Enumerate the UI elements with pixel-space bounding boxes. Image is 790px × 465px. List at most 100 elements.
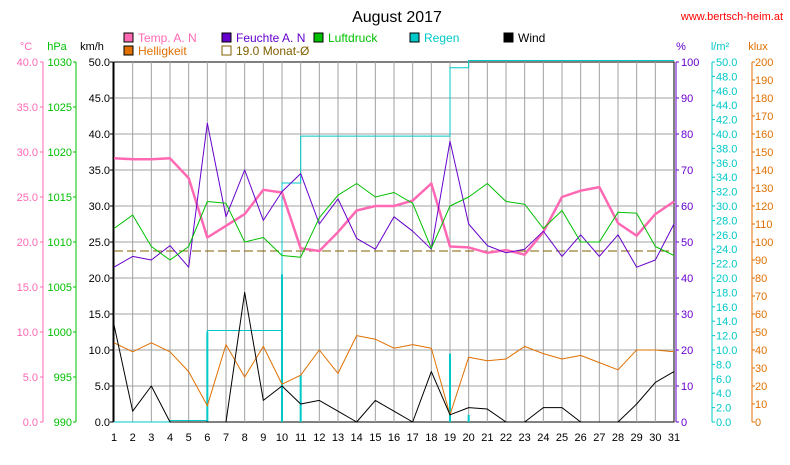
x-tick-label: 4 [167,432,173,444]
legend-swatch [221,45,232,56]
y-tick-label: 1000 [48,327,72,339]
y-tick-label: 0 [681,417,687,429]
y-axis-unit: klux [748,41,768,53]
y-tick-label: 30 [681,309,693,321]
series-line-feuchte-a-n [113,122,675,268]
x-tick-label: 27 [593,432,605,444]
y-tick-label: 35.0 [17,102,38,114]
legend-label: Regen [424,31,459,45]
y-tick-label: 100 [755,237,773,249]
x-tick-label: 8 [242,432,248,444]
rain-bar [449,353,451,422]
rain-bar [281,274,283,422]
y-tick-label: 34.0 [716,172,737,184]
series-line-temp-a-n [113,157,675,256]
x-tick-label: 15 [369,432,381,444]
y-axis-unit: hPa [47,41,67,53]
legend-swatch [409,32,420,43]
x-tick-label: 22 [500,432,512,444]
x-tick-label: 24 [537,432,549,444]
y-tick-label: 44.0 [716,100,737,112]
legend-swatch [503,32,514,43]
y-tick-label: 70 [755,291,767,303]
grid [113,61,675,423]
y-tick-label: 90 [755,255,767,267]
y-tick-label: 4.0 [716,388,731,400]
legend-swatch [123,32,134,43]
y-tick-label: 8.0 [716,359,731,371]
x-tick-label: 30 [649,432,661,444]
y-tick-label: 70 [681,165,693,177]
y-tick-label: 200 [755,57,773,69]
x-tick-label: 1 [111,432,117,444]
y-tick-label: 110 [755,219,773,231]
x-tick-label: 23 [519,432,531,444]
y-tick-label: 0.0 [95,417,110,429]
series-line-luftdruck [113,183,675,261]
y-tick-label: 26.0 [716,230,737,242]
legend-label: Wind [518,31,545,45]
x-tick-label: 21 [481,432,493,444]
y-tick-label: 80 [755,273,767,285]
y-tick-label: 6.0 [716,374,731,386]
y-tick-label: 30.0 [89,201,110,213]
x-tick-label: 3 [148,432,154,444]
x-tick-label: 16 [388,432,400,444]
y-tick-label: 15.0 [17,282,38,294]
y-tick-label: 50.0 [89,57,110,69]
x-tick-label: 10 [276,432,288,444]
legend-swatch [221,32,232,43]
y-tick-label: 1010 [48,237,72,249]
y-tick-label: 0 [755,417,761,429]
y-tick-label: 35.0 [89,165,110,177]
y-tick-label: 50 [681,237,693,249]
y-tick-label: 30 [755,363,767,375]
y-tick-label: 48.0 [716,71,737,83]
x-tick-label: 12 [313,432,325,444]
x-tick-label: 9 [260,432,266,444]
x-tick-label: 17 [407,432,419,444]
y-tick-label: 15.0 [89,309,110,321]
y-tick-label: 40 [681,273,693,285]
y-tick-label: 46.0 [716,86,737,98]
x-tick-label: 19 [444,432,456,444]
x-tick-label: 7 [223,432,229,444]
x-tick-label: 2 [130,432,136,444]
y-tick-label: 30.0 [17,147,38,159]
y-tick-label: 180 [755,93,773,105]
y-tick-label: 995 [54,372,72,384]
y-tick-label: 25.0 [89,237,110,249]
y-tick-label: 20 [755,381,767,393]
y-tick-label: 10.0 [89,345,110,357]
y-tick-label: 60 [755,309,767,321]
y-tick-label: 50.0 [716,57,737,69]
y-tick-label: 20.0 [716,273,737,285]
rain-bar [467,414,470,422]
series-line-helligkeit [113,335,675,416]
legend-label: Feuchte A. N [236,31,305,45]
x-tick-label: 25 [556,432,568,444]
series-line-wind [113,291,675,423]
y-tick-label: 10 [681,381,693,393]
y-tick-label: 120 [755,201,773,213]
y-tick-label: 1020 [48,147,72,159]
y-tick-label: 2.0 [716,403,731,415]
x-tick-label: 28 [612,432,624,444]
y-tick-label: 990 [54,417,72,429]
y-tick-label: 50 [755,327,767,339]
plot-area [113,60,675,423]
rain-bar [299,375,302,422]
x-axis: 1 2 3 4 5 6 7 8 9 10 11 12 13 14 15 16 17 18 19 20 21 22 23 24 2… [111,432,680,444]
right-axes: 0102030405060708090100%0.02.04.06.08.010… [675,41,773,429]
y-tick-label: 40.0 [17,57,38,69]
y-tick-label: 30.0 [716,201,737,213]
legend-swatch [123,45,134,56]
source-link[interactable]: www.bertsch-heim.at [680,11,783,23]
y-axis-unit: l/m² [711,41,730,53]
y-tick-label: 14.0 [716,316,737,328]
x-tick-label: 31 [668,432,680,444]
legend: Temp. A. N Feuchte A. N Luftdruck Regen Wind… [123,31,545,58]
y-tick-label: 40.0 [716,129,737,141]
y-tick-label: 32.0 [716,187,737,199]
